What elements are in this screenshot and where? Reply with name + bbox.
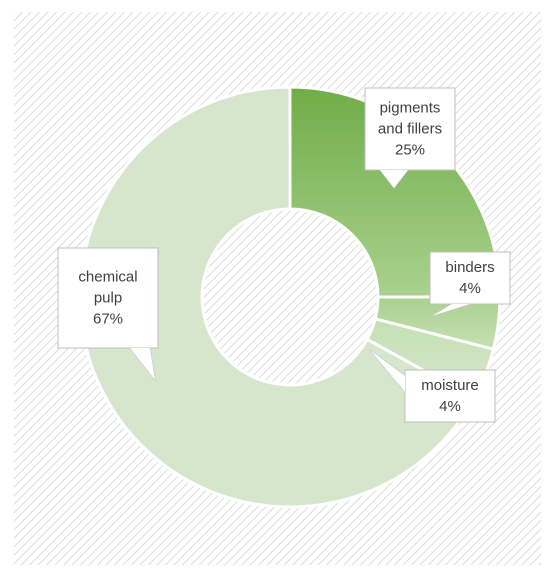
data-label-line: 4% (439, 398, 461, 415)
data-label-line: chemical (78, 269, 137, 286)
data-label-pigments-and-fillers: pigments and fillers 25% (364, 87, 456, 189)
data-label-line: 4% (459, 280, 481, 297)
callout-pointer-fill (380, 170, 408, 188)
slice-chemical-pulp (78, 85, 477, 509)
callout-box (429, 251, 511, 305)
slices-group (78, 85, 502, 509)
data-label-binders: binders 4% (429, 251, 511, 317)
callout-box (364, 87, 456, 171)
callout-pointer-fill (432, 304, 470, 316)
callout-box (404, 369, 496, 423)
callouts-group: pigments and fillers 25% binders 4% moisture 4… (57, 87, 511, 423)
callout-pointer-fill (130, 348, 155, 380)
data-label-line: 25% (395, 142, 425, 159)
data-label-line: pulp (94, 290, 122, 307)
data-label-chemical-pulp: chemical pulp 67% (57, 247, 159, 382)
data-label-line: binders (445, 259, 494, 276)
data-label-line: pigments (380, 100, 441, 117)
data-label-line: 67% (93, 311, 123, 328)
data-label-moisture: moisture 4% (369, 349, 496, 423)
callout-box (57, 247, 159, 349)
callout-pointer-fill (370, 350, 405, 392)
data-label-line: moisture (421, 377, 479, 394)
data-label-line: and fillers (378, 121, 442, 138)
